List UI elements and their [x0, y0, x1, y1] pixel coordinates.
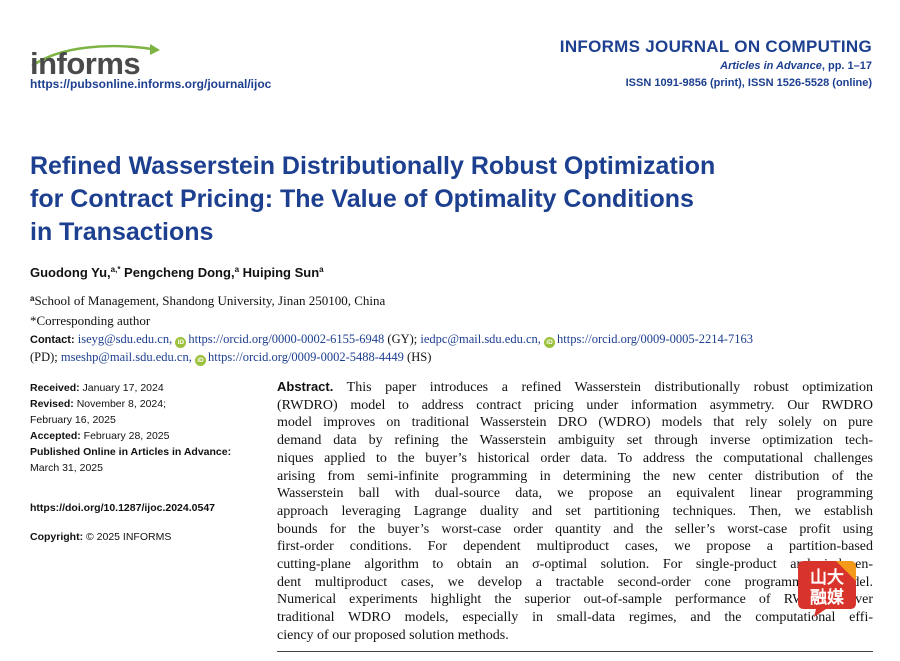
abstract-line: niques applied to the buyer’s historical… — [277, 450, 873, 466]
orcid-link[interactable]: https://orcid.org/0009-0005-2214-7163 — [557, 332, 753, 346]
author-name: Pengcheng Dong, — [120, 265, 235, 280]
affiliation-text: School of Management, Shandong Universit… — [34, 293, 386, 308]
author-name: Huiping Sun — [239, 265, 320, 280]
author-affiliation-mark: a,* — [110, 265, 121, 274]
revised-label: Revised: — [30, 398, 74, 410]
author-initials: (PD); — [30, 350, 58, 364]
abstract-line: Numerical experiments highlight the supe… — [277, 592, 873, 608]
published-date: March 31, 2025 — [30, 462, 103, 474]
journal-name: INFORMS JOURNAL ON COMPUTING — [559, 37, 872, 56]
watermark-text: 山大 — [810, 567, 844, 588]
orcid-icon: iD — [544, 337, 556, 348]
orcid-icon: iD — [175, 337, 187, 348]
page-range: , pp. 1–17 — [821, 60, 872, 72]
abstract-text: This paper introduces a refined Wasserst… — [333, 380, 873, 395]
abstract-line: cutting-plane algorithm to obtain an σ-o… — [277, 557, 873, 573]
received-label: Received: — [30, 382, 80, 394]
revised-date: February 16, 2025 — [30, 414, 116, 426]
author-initials: (GY); — [384, 332, 418, 346]
published-label: Published Online in Articles in Advance: — [30, 446, 232, 458]
abstract-line: model improves on traditional Wasserstei… — [277, 415, 873, 431]
publication-line: Articles in Advance, pp. 1–17 — [720, 60, 872, 72]
title-line: in Transactions — [30, 218, 214, 246]
orcid-icon: iD — [194, 355, 206, 366]
abstract: Abstract. This paper introduces a refine… — [277, 378, 873, 645]
article-history: Received: January 17, 2024 Revised: Nove… — [30, 380, 270, 476]
email-link[interactable]: iseyg@sdu.edu.cn, — [77, 332, 173, 346]
email-link[interactable]: mseshp@mail.sdu.edu.cn, — [60, 350, 192, 364]
title-line: for Contract Pricing: The Value of Optim… — [30, 185, 694, 213]
abstract-line: first-order conditions. For dependent mu… — [277, 539, 873, 555]
affiliation: aSchool of Management, Shandong Universi… — [30, 293, 385, 309]
orcid-link[interactable]: https://orcid.org/0009-0002-5488-4449 — [207, 350, 404, 364]
paper-title: Refined Wasserstein Distributionally Rob… — [30, 150, 830, 249]
doi-link[interactable]: https://doi.org/10.1287/ijoc.2024.0547 — [30, 502, 215, 514]
abstract-line: traditional WDRO models, especially in s… — [277, 610, 873, 626]
author-affiliation-mark: a — [319, 265, 324, 274]
contact-label: Contact: — [30, 334, 75, 346]
abstract-line: approach leveraging Lagrange duality and… — [277, 503, 873, 519]
accepted-date: February 28, 2025 — [80, 430, 170, 442]
articles-in-advance-label: Articles in Advance — [720, 60, 822, 72]
abstract-label: Abstract. — [277, 379, 334, 394]
revised-date: November 8, 2024; — [73, 398, 166, 410]
affiliation-mark: a — [30, 294, 35, 303]
informs-logo: informs — [30, 40, 170, 81]
issn-line: ISSN 1091-9856 (print), ISSN 1526-5528 (… — [625, 77, 872, 89]
abstract-line: bounds for the buyer’s worst-case order … — [277, 521, 873, 537]
abstract-line: arising from semi-infinite programming i… — [277, 468, 873, 484]
logo-wordmark: informs — [30, 46, 141, 81]
copyright-notice: Copyright: © 2025 INFORMS — [30, 531, 171, 543]
abstract-line: demand data by refining the Wasserstein … — [277, 433, 873, 449]
media-watermark-logo: 山大 融媒 — [798, 561, 856, 617]
watermark-text: 融媒 — [810, 587, 845, 608]
copyright-label: Copyright: — [30, 531, 84, 543]
abstract-divider — [277, 651, 873, 652]
abstract-line: ciency of our proposed solution methods. — [277, 627, 509, 643]
abstract-line: (RWDRO) model to address contract pricin… — [277, 397, 873, 413]
contact-block: Contact: iseyg@sdu.edu.cn, iD https://orc… — [30, 331, 753, 366]
corresponding-author-note: *Corresponding author — [30, 313, 151, 328]
email-link[interactable]: iedpc@mail.sdu.edu.cn, — [420, 332, 541, 346]
copyright-text: © 2025 INFORMS — [83, 531, 172, 543]
journal-url-link[interactable]: https://pubsonline.informs.org/journal/i… — [30, 77, 272, 91]
abstract-line: Abstract. This paper introduces a refine… — [277, 378, 873, 397]
author-name: Guodong Yu, — [30, 265, 111, 280]
abstract-line: dent multiproduct cases, we develop a tr… — [277, 574, 873, 590]
orcid-link[interactable]: https://orcid.org/0000-0002-6155-6948 — [188, 332, 385, 346]
title-line: Refined Wasserstein Distributionally Rob… — [30, 152, 716, 180]
logo-swoosh-icon — [31, 44, 160, 67]
accepted-label: Accepted: — [30, 430, 81, 442]
abstract-line: Wasserstein ball with dual-source data, … — [277, 486, 873, 502]
author-affiliation-mark: a — [234, 265, 240, 274]
author-initials: (HS) — [403, 350, 432, 364]
author-list: Guodong Yu,a,* Pengcheng Dong,a Huiping … — [30, 265, 324, 280]
received-date: January 17, 2024 — [79, 382, 164, 394]
